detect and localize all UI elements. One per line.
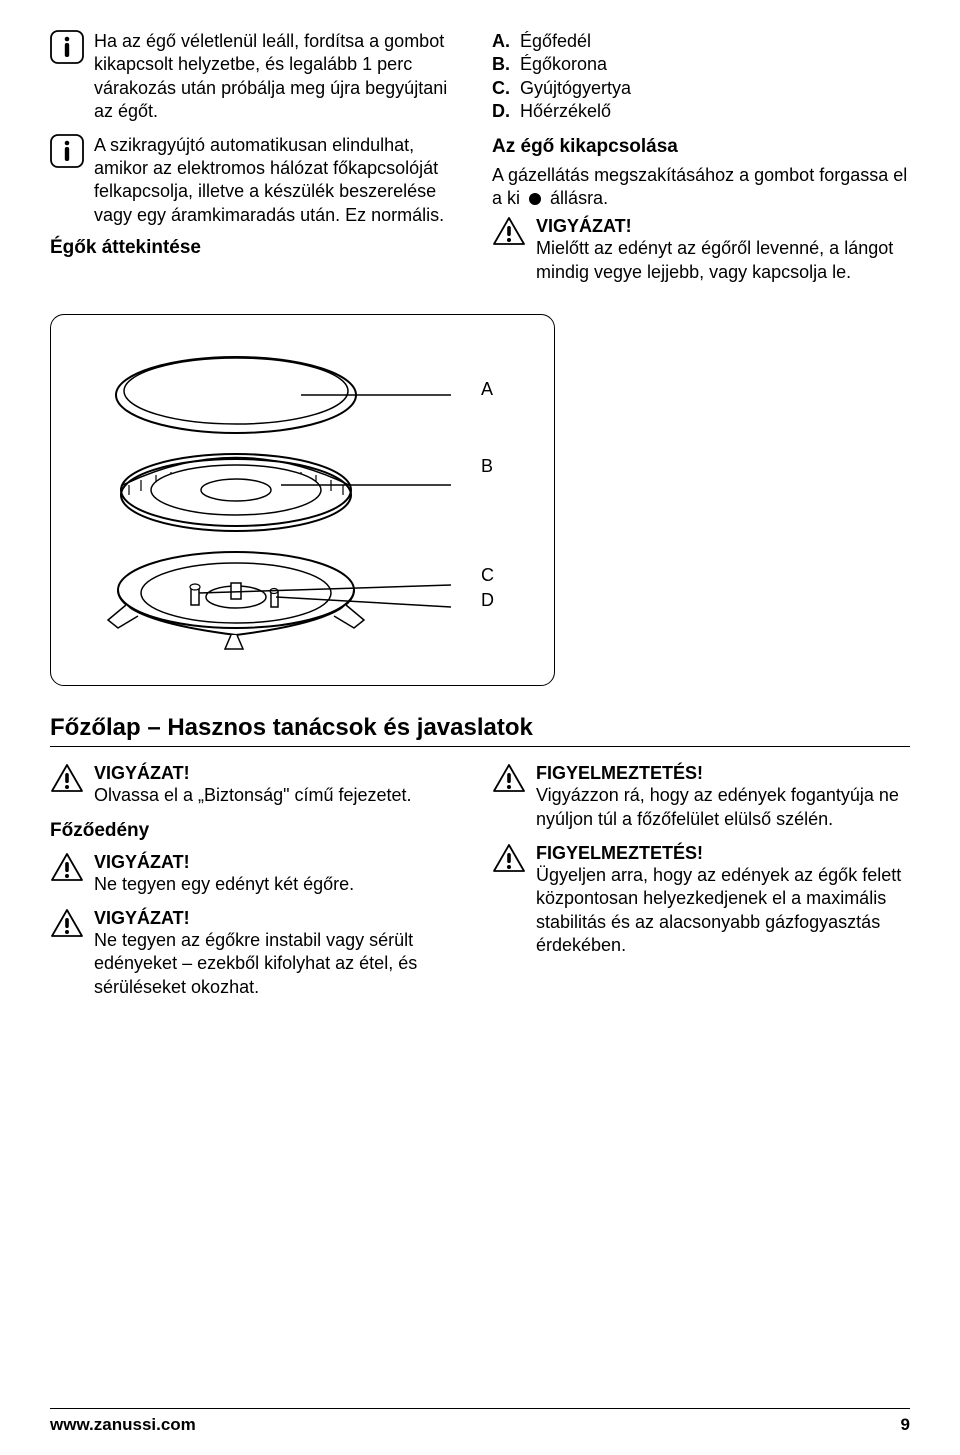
top-left-col: Ha az égő véletlenül leáll, fordítsa a g… bbox=[50, 30, 468, 296]
warning-icon bbox=[492, 216, 526, 250]
warning-body: FIGYELMEZTETÉS! Ügyeljen arra, hogy az e… bbox=[536, 843, 910, 958]
info-text-1: Ha az égő véletlenül leáll, fordítsa a g… bbox=[94, 30, 468, 124]
warning-title: VIGYÁZAT! bbox=[94, 763, 412, 784]
footer-page-number: 9 bbox=[901, 1415, 910, 1435]
legend-letter: C. bbox=[492, 77, 514, 100]
warning-block: FIGYELMEZTETÉS! Vigyázzon rá, hogy az ed… bbox=[492, 763, 910, 831]
diagram-label-d: D bbox=[481, 590, 494, 611]
warning-block: VIGYÁZAT! Olvassa el a „Biztonság" című … bbox=[50, 763, 468, 807]
warning-block: FIGYELMEZTETÉS! Ügyeljen arra, hogy az e… bbox=[492, 843, 910, 958]
info-icon bbox=[50, 134, 84, 168]
warning-body: VIGYÁZAT! Mielőtt az edényt az égőről le… bbox=[536, 216, 910, 284]
warning-text: Ne tegyen egy edényt két égőre. bbox=[94, 873, 354, 896]
legend-label: Hőérzékelő bbox=[520, 100, 611, 123]
warning-text: Ne tegyen az égőkre instabil vagy sérült… bbox=[94, 929, 468, 999]
warning-text: Olvassa el a „Biztonság" című fejezetet. bbox=[94, 784, 412, 807]
legend-label: Égőfedél bbox=[520, 30, 591, 53]
off-heading: Az égő kikapcsolása bbox=[492, 136, 910, 158]
top-right-col: A. Égőfedél B. Égőkorona C. Gyújtógyertya D… bbox=[492, 30, 910, 296]
warning-body: VIGYÁZAT! Olvassa el a „Biztonság" című … bbox=[94, 763, 412, 807]
footer-url: www.zanussi.com bbox=[50, 1415, 196, 1435]
top-section: Ha az égő véletlenül leáll, fordítsa a g… bbox=[50, 30, 910, 296]
section-divider bbox=[50, 746, 910, 747]
warning-icon bbox=[50, 852, 84, 886]
warning-icon bbox=[492, 843, 526, 877]
warning-title: VIGYÁZAT! bbox=[94, 852, 354, 873]
diagram-label-column: A B C D bbox=[481, 379, 494, 611]
legend-label: Gyújtógyertya bbox=[520, 77, 631, 100]
legend-item: C. Gyújtógyertya bbox=[492, 77, 910, 100]
burner-diagram bbox=[81, 335, 451, 655]
legend-list: A. Égőfedél B. Égőkorona C. Gyújtógyertya D… bbox=[492, 30, 910, 124]
diagram-label-b: B bbox=[481, 456, 494, 477]
legend-letter: A. bbox=[492, 30, 514, 53]
burner-diagram-frame: A B C D bbox=[50, 314, 555, 686]
cookware-heading: Főzőedény bbox=[50, 820, 468, 842]
section2-left-col: VIGYÁZAT! Olvassa el a „Biztonság" című … bbox=[50, 763, 468, 1011]
info-block-2: A szikragyújtó automatikusan elindulhat,… bbox=[50, 134, 468, 228]
warning-title: FIGYELMEZTETÉS! bbox=[536, 843, 910, 864]
warning-title: FIGYELMEZTETÉS! bbox=[536, 763, 910, 784]
off-text: A gázellátás megszakításához a gombot fo… bbox=[492, 164, 910, 211]
warning-title: VIGYÁZAT! bbox=[536, 216, 910, 237]
info-block-1: Ha az égő véletlenül leáll, fordítsa a g… bbox=[50, 30, 468, 124]
legend-item: A. Égőfedél bbox=[492, 30, 910, 53]
warning-body: VIGYÁZAT! Ne tegyen egy edényt két égőre… bbox=[94, 852, 354, 896]
legend-letter: D. bbox=[492, 100, 514, 123]
warning-block: VIGYÁZAT! Ne tegyen az égőkre instabil v… bbox=[50, 908, 468, 999]
warning-block: VIGYÁZAT! Ne tegyen egy edényt két égőre… bbox=[50, 852, 468, 896]
overview-heading: Égők áttekintése bbox=[50, 237, 468, 259]
warning-body: FIGYELMEZTETÉS! Vigyázzon rá, hogy az ed… bbox=[536, 763, 910, 831]
diagram-label-c: C bbox=[481, 565, 494, 586]
section2-body: VIGYÁZAT! Olvassa el a „Biztonság" című … bbox=[50, 763, 910, 1011]
warning-text: Vigyázzon rá, hogy az edények fogantyúja… bbox=[536, 784, 910, 831]
legend-letter: B. bbox=[492, 53, 514, 76]
warning-icon bbox=[50, 908, 84, 942]
diagram-label-a: A bbox=[481, 379, 494, 400]
legend-item: D. Hőérzékelő bbox=[492, 100, 910, 123]
warning-text: Mielőtt az edényt az égőről levenné, a l… bbox=[536, 237, 910, 284]
page-footer: www.zanussi.com 9 bbox=[50, 1408, 910, 1435]
warning-block: VIGYÁZAT! Mielőtt az edényt az égőről le… bbox=[492, 216, 910, 284]
info-icon bbox=[50, 30, 84, 64]
off-position-icon bbox=[529, 193, 541, 205]
legend-label: Égőkorona bbox=[520, 53, 607, 76]
warning-icon bbox=[492, 763, 526, 797]
section2-heading: Főzőlap – Hasznos tanácsok és javaslatok bbox=[50, 714, 910, 742]
info-text-2: A szikragyújtó automatikusan elindulhat,… bbox=[94, 134, 468, 228]
warning-icon bbox=[50, 763, 84, 797]
warning-text: Ügyeljen arra, hogy az edények az égők f… bbox=[536, 864, 910, 958]
warning-body: VIGYÁZAT! Ne tegyen az égőkre instabil v… bbox=[94, 908, 468, 999]
legend-item: B. Égőkorona bbox=[492, 53, 910, 76]
warning-title: VIGYÁZAT! bbox=[94, 908, 468, 929]
off-text-b: állásra. bbox=[550, 188, 608, 208]
section2-right-col: FIGYELMEZTETÉS! Vigyázzon rá, hogy az ed… bbox=[492, 763, 910, 1011]
